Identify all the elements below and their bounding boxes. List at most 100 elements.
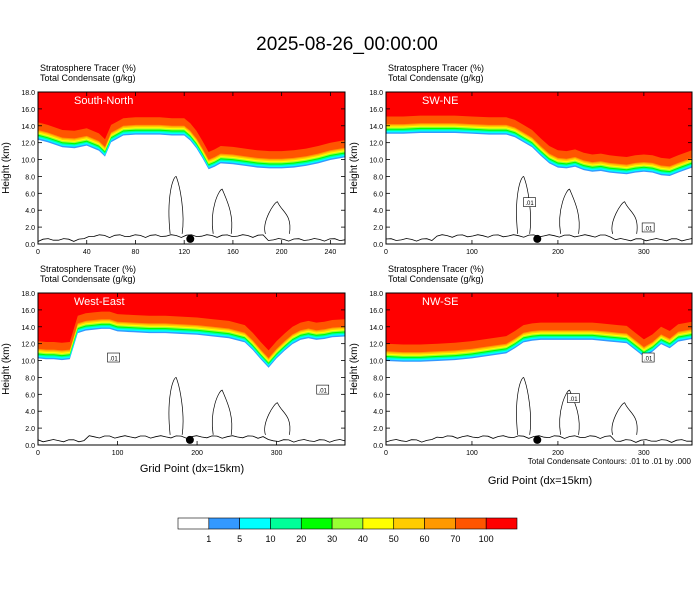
x-tick-label: 160: [227, 249, 239, 256]
y-tick-label: 2.0: [373, 225, 383, 232]
y-tick-label: 14.0: [21, 325, 35, 332]
x-tick-label: 80: [132, 249, 140, 256]
x-tick-label: 0: [384, 450, 388, 457]
tracer-core: [38, 92, 345, 152]
condensate-contours: [168, 176, 291, 234]
y-tick-label: 16.0: [369, 308, 383, 315]
y-tick-label: 16.0: [21, 107, 35, 114]
field-title-tracer: Stratosphere Tracer (%): [40, 264, 136, 274]
y-tick-label: 12.0: [369, 342, 383, 349]
tracer-core: [38, 293, 345, 351]
colorbar-swatch: [485, 517, 518, 530]
condensate-contours: [516, 176, 638, 234]
tracer-core: [386, 92, 692, 159]
tracer-fill: [386, 92, 692, 176]
x-tick-label: 240: [325, 249, 337, 256]
field-title-tracer: Stratosphere Tracer (%): [388, 264, 484, 274]
contour-label-box: [641, 352, 655, 363]
panel-label: SW-NE: [422, 95, 458, 107]
panel-3: .01 .01 West-East Stratosphere Tracer (%)To…: [1, 264, 346, 457]
x-axis-label-right: Grid Point (dx=15km): [488, 475, 592, 487]
contour-label-box: [316, 384, 330, 395]
y-tick-label: 4.0: [373, 409, 383, 416]
x-tick-label: 200: [552, 249, 564, 256]
colorbar-swatch: [362, 517, 395, 530]
y-axis-label: Height (km): [349, 142, 360, 194]
x-tick-label: 200: [276, 249, 288, 256]
tracer-fill: [38, 92, 345, 170]
contour-label: .01: [525, 201, 534, 207]
contour-label: .01: [569, 397, 578, 403]
contour-label-box: [641, 222, 655, 233]
cloud-contour: [611, 402, 638, 435]
y-tick-label: 10.0: [369, 359, 383, 366]
x-tick-label: 40: [83, 249, 91, 256]
condensate-contours: [168, 377, 291, 435]
contour-label-box: [107, 352, 120, 363]
colorbar-swatch: [393, 517, 425, 530]
y-tick-label: 14.0: [369, 325, 383, 332]
cloud-contour: [559, 188, 580, 234]
y-tick-label: 8.0: [373, 174, 383, 181]
panel-label: South-North: [74, 95, 133, 107]
contour-label-box: [567, 393, 580, 403]
cloud-contour: [264, 201, 291, 234]
y-axis-label: Height (km): [349, 343, 360, 395]
y-tick-label: 4.0: [25, 409, 35, 416]
terrain-line: [386, 435, 692, 443]
plot-frame: [385, 91, 693, 245]
y-tick-label: 10.0: [369, 158, 383, 165]
x-tick-label: 300: [638, 450, 650, 457]
cloud-contour: [559, 389, 580, 435]
condensate-contours: [516, 377, 638, 435]
colorbar-swatch: [455, 517, 487, 530]
cloud-contour: [211, 188, 233, 234]
y-tick-label: 16.0: [369, 107, 383, 114]
x-tick-label: 0: [36, 450, 40, 457]
x-tick-label: 100: [112, 450, 124, 457]
colorbar-label: 100: [479, 534, 494, 544]
contour-label: .01: [109, 357, 118, 363]
y-tick-label: 18.0: [369, 90, 383, 97]
y-tick-label: 14.0: [369, 124, 383, 131]
y-tick-label: 4.0: [373, 208, 383, 215]
tracer-core: [386, 293, 692, 345]
plot-frame: [37, 292, 346, 446]
x-tick-label: 100: [466, 450, 478, 457]
field-title-tracer: Stratosphere Tracer (%): [388, 63, 484, 73]
contour-label: .01: [644, 226, 653, 232]
field-title-condensate: Total Condensate (g/kg): [40, 274, 136, 284]
colorbar-label: 10: [265, 534, 275, 544]
y-tick-label: 6.0: [373, 191, 383, 198]
y-tick-label: 2.0: [25, 225, 35, 232]
colorbar-swatch: [331, 517, 364, 530]
y-axis-label: Height (km): [1, 142, 12, 194]
panel-1: South-North Stratosphere Tracer (%)Total …: [1, 63, 346, 256]
colorbar-label: 5: [237, 534, 242, 544]
field-title-condensate: Total Condensate (g/kg): [388, 73, 484, 83]
y-tick-label: 8.0: [373, 375, 383, 382]
cloud-contour: [611, 201, 638, 234]
colorbar-swatch: [177, 517, 210, 530]
y-tick-label: 2.0: [373, 426, 383, 433]
field-title-tracer: Stratosphere Tracer (%): [40, 63, 136, 73]
contour-note: Total Condensate Contours: .01 to .01 by…: [528, 457, 692, 466]
y-tick-label: 18.0: [21, 90, 35, 97]
y-tick-label: 12.0: [369, 141, 383, 148]
colorbar-swatch: [270, 517, 302, 530]
cloud-contour: [516, 377, 531, 435]
x-axis-label-left: Grid Point (dx=15km): [140, 463, 244, 475]
panel-label: NW-SE: [422, 296, 458, 308]
surface-location-marker: [533, 435, 542, 444]
x-tick-label: 120: [178, 249, 190, 256]
cloud-contour: [168, 377, 184, 435]
terrain-line: [38, 234, 345, 242]
y-tick-label: 12.0: [21, 141, 35, 148]
y-tick-label: 12.0: [21, 342, 35, 349]
cloud-contour: [264, 402, 291, 435]
plot-frame: [37, 91, 346, 245]
colorbar-label: 40: [358, 534, 368, 544]
surface-location-marker: [186, 234, 195, 243]
